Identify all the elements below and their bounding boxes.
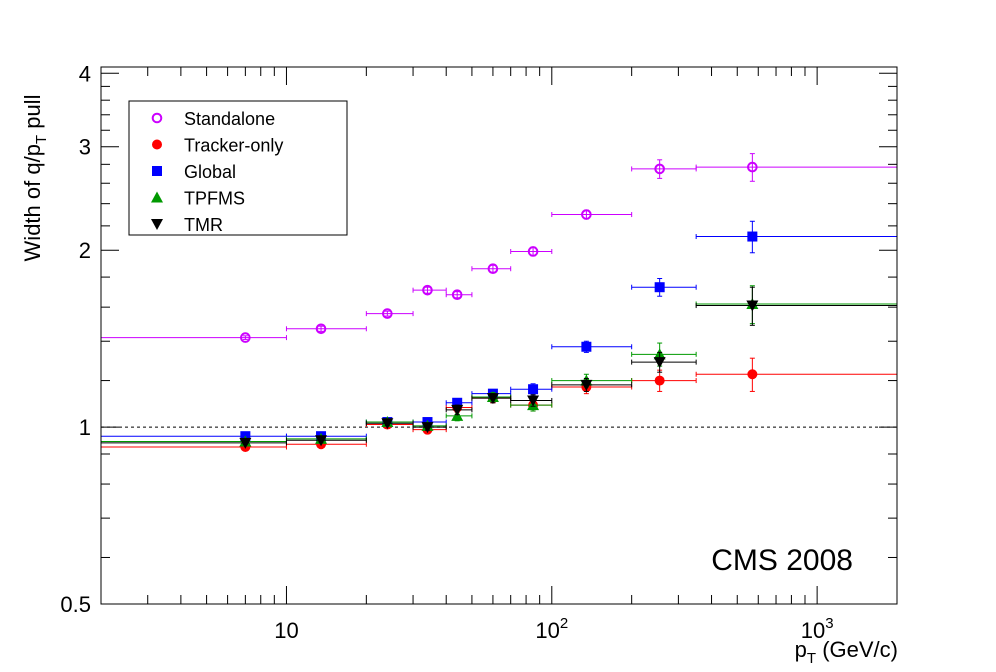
legend-marker (151, 191, 163, 203)
data-point (746, 300, 759, 312)
y-tick-label: 0.5 (60, 592, 91, 617)
data-point (747, 369, 758, 380)
data-point (654, 163, 665, 175)
data-point (527, 395, 540, 407)
cms-annotation: CMS 2008 (711, 544, 853, 577)
legend-label: Global (184, 162, 236, 182)
plot-frame (100, 66, 898, 605)
y-tick-label: 3 (79, 135, 91, 160)
data-point (381, 418, 394, 430)
y-tick-label: 4 (79, 61, 91, 86)
y-tick-label: 2 (79, 238, 91, 263)
legend-label: Standalone (184, 109, 275, 129)
series-tmr (100, 286, 898, 449)
data-point (486, 393, 499, 405)
legend-box (128, 100, 348, 236)
data-point (527, 246, 539, 257)
legend: Standalone Tracker-only Global TPFMS TMR (128, 100, 348, 236)
y-tick-label: 1 (79, 415, 91, 440)
series-standalone (100, 153, 898, 343)
legend-item: Global (152, 162, 236, 182)
data-point (452, 397, 463, 408)
legend-marker (152, 166, 162, 176)
data-point (240, 332, 251, 343)
data-point (581, 209, 592, 220)
legend-label: TPFMS (184, 189, 245, 209)
legend-item: TPFMS (151, 189, 245, 209)
data-point (451, 404, 464, 416)
legend-item: Tracker-only (152, 136, 283, 156)
x-tick-label: 10 (274, 618, 298, 643)
data-point (451, 289, 463, 300)
legend-item: TMR (151, 215, 223, 235)
data-point (422, 284, 433, 296)
data-point (421, 422, 434, 434)
data-point (747, 231, 758, 242)
legend-item: Standalone (151, 109, 275, 129)
legend-marker (151, 112, 163, 124)
data-point (239, 437, 252, 449)
data-point (580, 379, 593, 391)
data-point (654, 282, 665, 293)
data-point (487, 263, 499, 275)
legend-label: Tracker-only (184, 136, 283, 156)
legend-label: TMR (184, 215, 223, 235)
legend-marker (151, 219, 163, 230)
data-point (382, 308, 393, 319)
data-point (315, 323, 327, 335)
data-point (581, 341, 592, 352)
data-point (528, 384, 539, 395)
data-point (653, 357, 666, 369)
series-group (100, 153, 898, 452)
data-point (747, 161, 758, 173)
x-tick-label: 103 (801, 615, 834, 643)
data-point (654, 375, 665, 386)
axes-group: 10 102 103 0.5 1 2 3 4 (60, 61, 898, 643)
legend-marker (152, 139, 162, 150)
data-point (315, 435, 328, 447)
x-tick-label: 102 (535, 615, 568, 643)
